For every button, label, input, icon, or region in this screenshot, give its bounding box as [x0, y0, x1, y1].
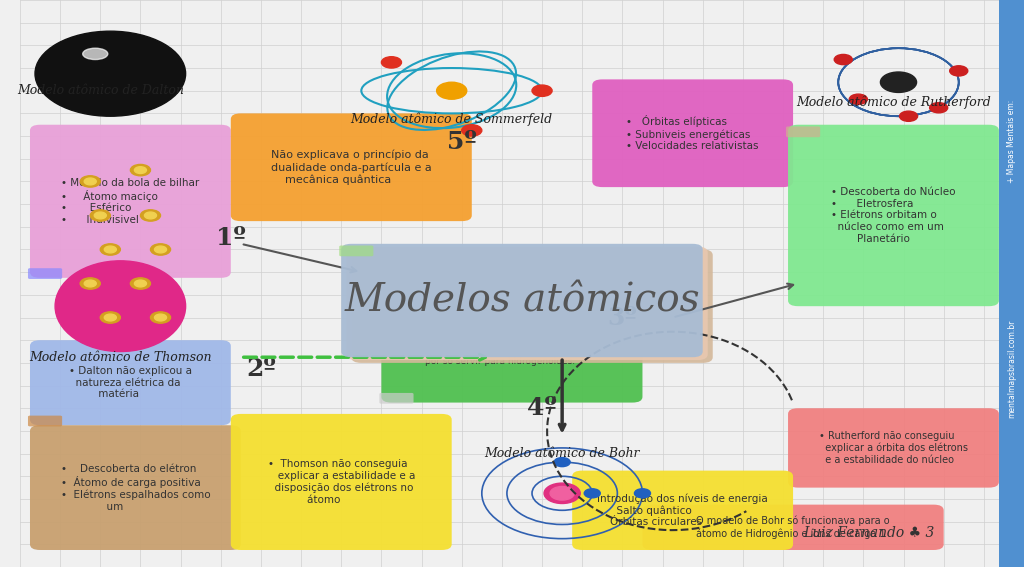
Text: Introdução dos níveis de energia
      Salto quântico
    Órbitas circulares: Introdução dos níveis de energia Salto q… [597, 493, 768, 527]
Circle shape [849, 94, 867, 104]
FancyBboxPatch shape [380, 393, 414, 404]
Ellipse shape [55, 261, 185, 352]
FancyBboxPatch shape [28, 416, 62, 426]
Circle shape [381, 57, 401, 68]
Circle shape [130, 164, 151, 176]
Circle shape [554, 458, 570, 467]
Text: 3º: 3º [607, 306, 637, 329]
Text: Modelo atômico de Thomson: Modelo atômico de Thomson [29, 351, 212, 363]
Text: O modelo atômico de Bohr ao
introduzir as camadas energéticas e o
salto quântico: O modelo atômico de Bohr ao introduzir a… [425, 303, 599, 366]
Text: Modelo atômico de Bohr: Modelo atômico de Bohr [484, 447, 640, 460]
Text: Não explicava o princípio da
dualidade onda-partícula e a
    mecânica quântica: Não explicava o princípio da dualidade o… [271, 150, 432, 185]
Text: •  Thomson não conseguia
   explicar a estabilidade e a
  disposição dos elétron: • Thomson não conseguia explicar a estab… [267, 459, 415, 505]
Circle shape [104, 246, 117, 253]
FancyBboxPatch shape [28, 268, 62, 279]
Text: Modelos atômicos: Modelos atômicos [344, 282, 699, 319]
FancyBboxPatch shape [230, 414, 452, 550]
Circle shape [151, 312, 171, 323]
FancyBboxPatch shape [642, 505, 944, 550]
Text: • Dalton não explicou a
  natureza elétrica da
         matéria: • Dalton não explicou a natureza elétric… [69, 366, 191, 399]
Text: 1º: 1º [216, 226, 246, 250]
Text: Modelo atômico de Rutherford: Modelo atômico de Rutherford [796, 95, 991, 109]
Circle shape [881, 72, 916, 92]
Circle shape [84, 280, 96, 287]
FancyBboxPatch shape [230, 113, 472, 221]
Circle shape [100, 312, 121, 323]
Circle shape [134, 167, 146, 174]
FancyBboxPatch shape [381, 266, 642, 403]
Circle shape [94, 212, 106, 219]
Text: O modelo de Bohr só funcionava para o
átomo de Hidrogênio e íons de carga 1: O modelo de Bohr só funcionava para o át… [696, 516, 890, 539]
Circle shape [835, 54, 852, 65]
Circle shape [949, 66, 968, 76]
FancyBboxPatch shape [786, 126, 820, 137]
Ellipse shape [83, 48, 108, 60]
FancyBboxPatch shape [30, 340, 230, 425]
Circle shape [436, 82, 467, 99]
FancyBboxPatch shape [30, 425, 241, 550]
Circle shape [144, 212, 157, 219]
Circle shape [155, 246, 167, 253]
Circle shape [899, 111, 918, 121]
Circle shape [80, 176, 100, 187]
Circle shape [930, 103, 947, 113]
Circle shape [140, 210, 161, 221]
Text: mentalmapsbrasil.com.br: mentalmapsbrasil.com.br [1008, 319, 1017, 418]
Circle shape [80, 278, 100, 289]
FancyBboxPatch shape [30, 125, 230, 278]
Circle shape [544, 483, 581, 503]
Text: 5º: 5º [446, 130, 476, 154]
Circle shape [462, 125, 482, 136]
Circle shape [130, 278, 151, 289]
Text: Luiz Fernando ♣ 3: Luiz Fernando ♣ 3 [803, 526, 935, 540]
Text: • Modelo da bola de bilhar
•     Átomo maciço
•       Esférico
•      Indivisive: • Modelo da bola de bilhar • Átomo maciç… [61, 177, 200, 225]
Text: 2º: 2º [246, 357, 275, 380]
FancyBboxPatch shape [998, 0, 1024, 567]
Text: Modelo atômico de Sommerfeld: Modelo atômico de Sommerfeld [350, 112, 553, 126]
Text: + Mapas Mentais em:: + Mapas Mentais em: [1008, 100, 1017, 183]
Text: • Descoberta do Núcleo
•      Eletrosfera
• Elétrons orbitam o
  núcleo como em : • Descoberta do Núcleo • Eletrosfera • E… [831, 187, 955, 244]
Circle shape [90, 210, 111, 221]
FancyBboxPatch shape [346, 247, 708, 360]
Text: •   Órbitas elípticas
• Subniveis energéticas
• Velocidades relativistas: • Órbitas elípticas • Subniveis energéti… [627, 115, 759, 151]
Circle shape [635, 489, 650, 498]
Circle shape [532, 85, 552, 96]
Circle shape [550, 486, 574, 500]
FancyBboxPatch shape [351, 249, 713, 363]
FancyBboxPatch shape [788, 408, 998, 488]
Text: •    Descoberta do elétron
•  Átomo de carga positiva
•  Elétrons espalhados com: • Descoberta do elétron • Átomo de carga… [60, 464, 210, 511]
FancyBboxPatch shape [341, 244, 702, 357]
Circle shape [104, 314, 117, 321]
FancyBboxPatch shape [592, 79, 793, 187]
Circle shape [151, 244, 171, 255]
FancyBboxPatch shape [339, 246, 374, 256]
Text: Modelo atômico de Dalton: Modelo atômico de Dalton [16, 84, 183, 97]
Circle shape [155, 314, 167, 321]
Circle shape [134, 280, 146, 287]
Circle shape [100, 244, 121, 255]
Text: • Rutherford não conseguiu
  explicar a órbita dos elétrons
  e a estabilidade d: • Rutherford não conseguiu explicar a ór… [819, 431, 968, 465]
FancyBboxPatch shape [572, 471, 793, 550]
Circle shape [35, 31, 185, 116]
Text: 4º: 4º [527, 396, 557, 420]
Circle shape [84, 178, 96, 185]
FancyBboxPatch shape [788, 125, 998, 306]
Circle shape [585, 489, 600, 498]
